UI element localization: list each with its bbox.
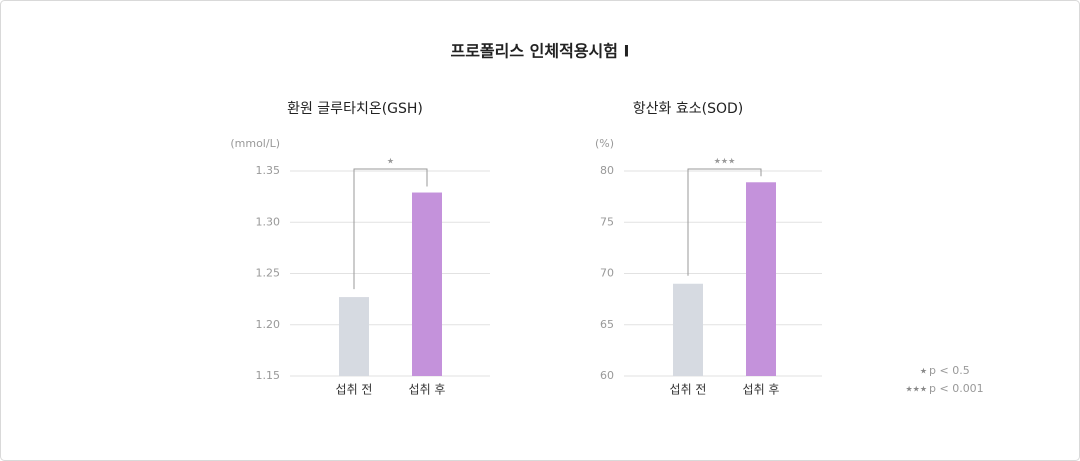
bar <box>339 297 369 376</box>
y-tick-label: 1.35 <box>256 164 281 177</box>
y-tick-label: 1.30 <box>256 215 281 228</box>
chart-title: 환원 글루타치온(GSH) <box>287 101 423 117</box>
y-tick-label: 1.25 <box>256 267 281 280</box>
y-tick-label: 75 <box>600 215 614 228</box>
significance-bracket <box>687 168 762 276</box>
y-tick-label: 65 <box>600 318 614 331</box>
significance-mark: ★ <box>387 157 394 166</box>
page-title: 프로폴리스 인체적용시험 I <box>450 42 629 61</box>
y-tick-label: 1.20 <box>256 318 281 331</box>
chart-title: 항산화 효소(SOD) <box>633 101 743 117</box>
y-tick-label: 70 <box>600 267 614 280</box>
unit-label: (mmol/L) <box>230 137 280 150</box>
significance-bracket <box>353 168 428 290</box>
bar <box>746 182 776 376</box>
x-tick-label: 섭취 후 <box>743 383 780 397</box>
note-symbol: ★ <box>920 367 927 376</box>
significance-mark: ★★★ <box>714 157 736 166</box>
x-tick-label: 섭취 후 <box>409 383 446 397</box>
bar <box>673 283 703 376</box>
x-tick-label: 섭취 전 <box>670 383 707 397</box>
y-tick-label: 80 <box>600 164 614 177</box>
y-tick-label: 1.15 <box>256 369 281 382</box>
unit-label: (%) <box>595 137 614 150</box>
x-tick-label: 섭취 전 <box>336 383 373 397</box>
bar <box>412 192 442 376</box>
note-symbol: ★★★ <box>905 385 927 394</box>
note-text: p < 0.5 <box>929 364 970 377</box>
y-tick-label: 60 <box>600 369 614 382</box>
note-text: p < 0.001 <box>929 382 984 395</box>
